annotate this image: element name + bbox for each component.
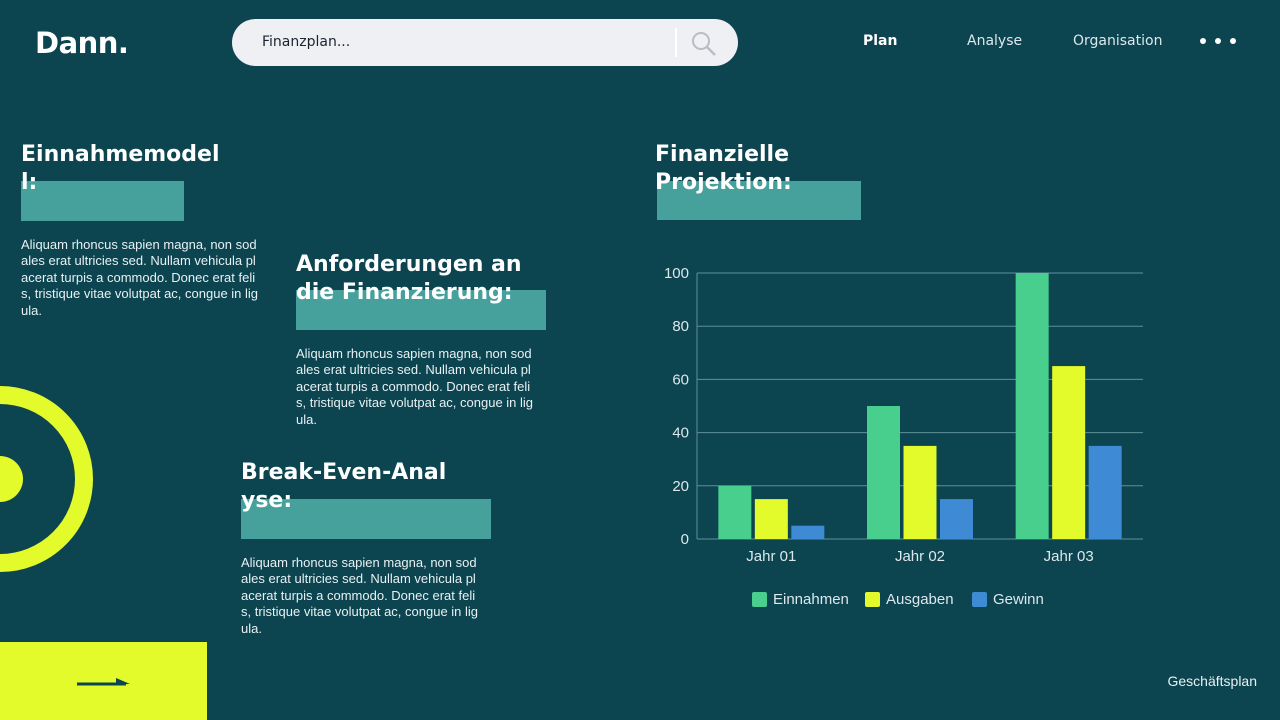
bar <box>1052 366 1086 539</box>
more-dot[interactable] <box>1215 38 1221 44</box>
x-tick-label: Jahr 03 <box>1044 548 1094 565</box>
y-tick-label: 60 <box>672 371 689 388</box>
section-title: Anforderungen an die Finanzierung: <box>296 252 522 305</box>
arrow-head <box>116 678 130 684</box>
y-tick-label: 0 <box>681 531 689 548</box>
legend-swatch <box>752 592 767 607</box>
y-tick-label: 40 <box>672 425 689 442</box>
more-dot[interactable] <box>1200 38 1206 44</box>
highlight <box>296 290 546 330</box>
bar <box>718 485 752 539</box>
section-title: Einnahmemodell: <box>21 142 220 195</box>
x-tick-label: Jahr 02 <box>895 548 945 565</box>
legend-swatch <box>865 592 880 607</box>
footer-label: Geschäftsplan <box>1167 673 1258 689</box>
legend-label: Einnahmen <box>773 591 849 608</box>
more-dot[interactable] <box>1230 38 1236 44</box>
highlight <box>21 181 184 221</box>
nav-item[interactable]: Plan <box>863 33 898 49</box>
nav-item[interactable]: Organisation <box>1073 33 1163 49</box>
highlight <box>241 499 491 539</box>
legend-swatch <box>972 592 987 607</box>
chart-title: Finanzielle Projektion: <box>655 142 792 195</box>
highlight <box>657 181 861 220</box>
chart: 0 20 40 60 80 100 Jahr 01 Jahr 02 Jahr 03 Einnahm… <box>664 265 1143 608</box>
separator <box>675 28 677 57</box>
y-tick-label: 20 <box>672 478 689 495</box>
bar <box>940 499 973 539</box>
search-icon[interactable] <box>690 30 718 58</box>
nav-item[interactable]: Analyse <box>967 33 1023 49</box>
dot-decoration <box>0 456 23 502</box>
legend-label: Gewinn <box>993 591 1044 608</box>
bar <box>1015 273 1049 539</box>
section-title: Break-Even-Analyse: <box>241 460 447 513</box>
y-tick-label: 100 <box>664 265 689 282</box>
logo[interactable]: Dann. <box>35 26 129 60</box>
bar <box>903 445 937 539</box>
bar <box>791 525 825 539</box>
section-body: Aliquam rhoncus sapien magna, non sodale… <box>21 237 259 318</box>
bar <box>754 499 788 539</box>
ring-decoration <box>0 386 93 572</box>
section-body: Aliquam rhoncus sapien magna, non sodale… <box>296 346 534 427</box>
legend-label: Ausgaben <box>886 591 954 608</box>
y-tick-label: 80 <box>672 318 689 335</box>
next-button[interactable] <box>0 642 207 720</box>
section-body: Aliquam rhoncus sapien magna, non sodale… <box>241 555 479 636</box>
bar <box>867 406 900 539</box>
search-bar[interactable]: Finanzplan... <box>232 19 738 66</box>
bar <box>1088 445 1122 539</box>
x-tick-label: Jahr 01 <box>746 548 796 565</box>
search-placeholder: Finanzplan... <box>262 34 351 50</box>
